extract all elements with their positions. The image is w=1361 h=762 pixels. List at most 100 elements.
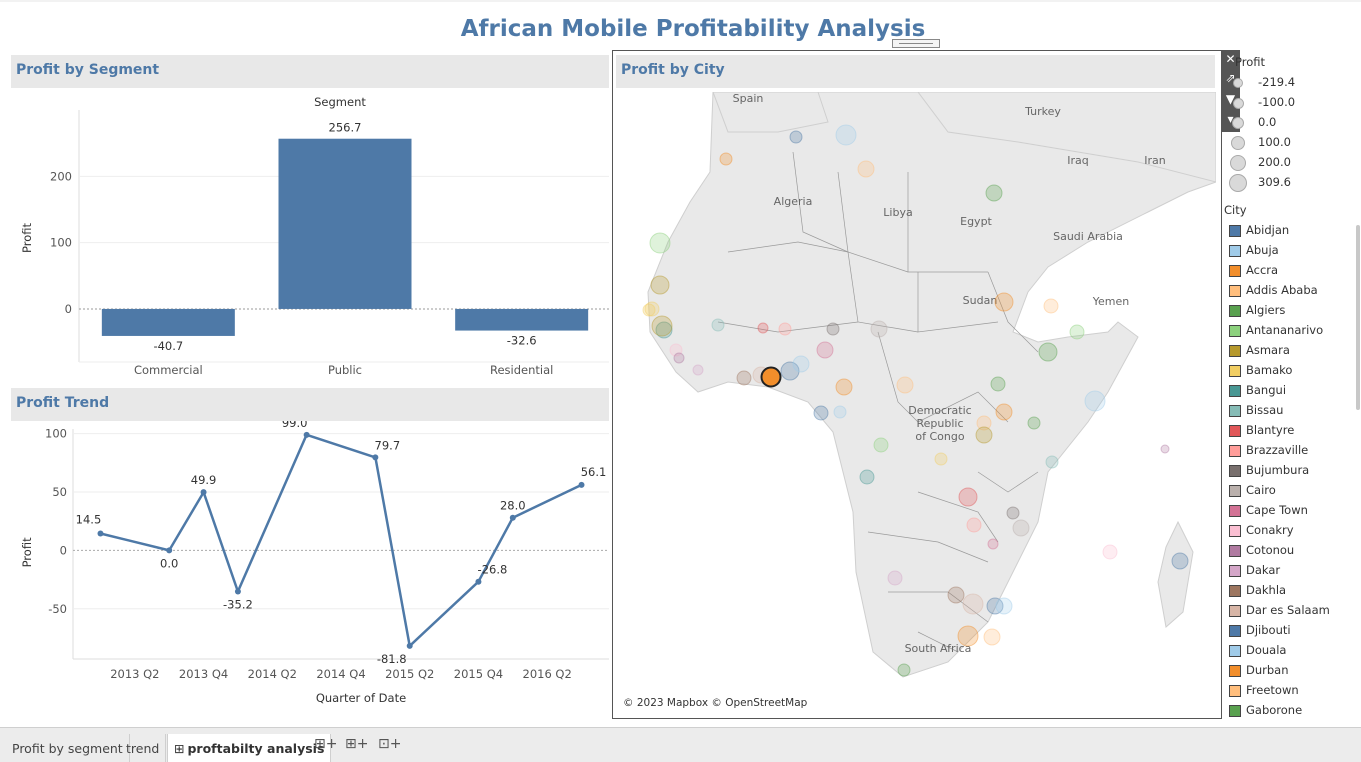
city-legend-item[interactable]: Freetown bbox=[1224, 682, 1344, 702]
city-legend-item[interactable]: Addis Ababa bbox=[1224, 282, 1344, 302]
trend-panel-header[interactable]: Profit Trend bbox=[11, 388, 609, 421]
more-options-icon[interactable]: ▾ bbox=[1227, 112, 1234, 126]
profit-size-legend-item[interactable]: 200.0 bbox=[1224, 153, 1361, 173]
drag-handle[interactable] bbox=[892, 39, 940, 48]
city-bubble bbox=[1171, 552, 1189, 570]
profit-size-legend-item[interactable]: -219.4 bbox=[1224, 73, 1361, 93]
city-legend-item[interactable]: Bamako bbox=[1224, 362, 1344, 382]
city-bubble bbox=[994, 292, 1014, 312]
city-bubble bbox=[1027, 416, 1041, 430]
trend-point bbox=[406, 642, 413, 649]
city-legend-item[interactable]: Cotonou bbox=[1224, 542, 1344, 562]
color-swatch-icon bbox=[1229, 345, 1241, 357]
city-legend-item[interactable]: Dakhla bbox=[1224, 582, 1344, 602]
country-label: South Africa bbox=[905, 642, 972, 655]
color-swatch-icon bbox=[1229, 325, 1241, 337]
city-legend-item[interactable]: Brazzaville bbox=[1224, 442, 1344, 462]
city-bubble bbox=[983, 628, 1001, 646]
tab-trend[interactable]: trend bbox=[120, 734, 167, 762]
legend-scrollbar[interactable] bbox=[1356, 225, 1360, 410]
tab-proftabilty-analysis[interactable]: ⊞ proftabilty analysis bbox=[167, 734, 332, 762]
color-swatch-icon bbox=[1229, 225, 1241, 237]
city-bubble bbox=[757, 322, 769, 334]
country-border bbox=[917, 631, 959, 653]
country-label: Saudi Arabia bbox=[1053, 230, 1123, 243]
trend-point-label: 14.5 bbox=[76, 512, 102, 526]
city-legend-item[interactable]: Conakry bbox=[1224, 522, 1344, 542]
city-bubble bbox=[966, 517, 982, 533]
trend-point-label: 0.0 bbox=[160, 556, 178, 570]
new-dashboard-icon[interactable]: ⊞+ bbox=[345, 736, 369, 752]
city-legend-label: Bamako bbox=[1246, 363, 1293, 377]
city-bubble bbox=[644, 301, 660, 317]
city-legend-item[interactable]: Bangui bbox=[1224, 382, 1344, 402]
city-legend-item[interactable]: Algiers bbox=[1224, 302, 1344, 322]
x-tick-label: 2014 Q2 bbox=[248, 667, 297, 681]
city-legend-item[interactable]: Asmara bbox=[1224, 342, 1344, 362]
city-legend-item[interactable]: Accra bbox=[1224, 262, 1344, 282]
city-legend-item[interactable]: Abuja bbox=[1224, 242, 1344, 262]
city-legend-label: Accra bbox=[1246, 263, 1279, 277]
profit-size-legend-item[interactable]: 309.6 bbox=[1224, 173, 1361, 193]
profit-size-legend-item[interactable]: -100.0 bbox=[1224, 93, 1361, 113]
city-bubble bbox=[1160, 444, 1170, 454]
new-story-icon[interactable]: ⊡+ bbox=[378, 736, 402, 752]
filter-icon[interactable]: ▼ bbox=[1225, 92, 1236, 106]
city-bubble bbox=[778, 322, 792, 336]
country-border bbox=[977, 471, 1039, 493]
africa-map[interactable]: Spain Turkey Algeria Libya Egypt Iraq Iran Saud… bbox=[618, 92, 1216, 714]
city-legend-item[interactable]: Durban bbox=[1224, 662, 1344, 682]
city-legend-label: Conakry bbox=[1246, 523, 1294, 537]
city-bubble bbox=[789, 130, 803, 144]
city-bubble bbox=[995, 597, 1013, 615]
floating-toolbar: ✕ ⇗ ▼ ▾ bbox=[1221, 50, 1240, 132]
city-bubble bbox=[736, 370, 752, 386]
tab-profit-by-segment[interactable]: Profit by segment bbox=[6, 734, 130, 762]
map-attribution[interactable]: © 2023 Mapbox © OpenStreetMap bbox=[623, 697, 808, 709]
city-bubble bbox=[792, 355, 810, 373]
city-bubble bbox=[816, 341, 834, 359]
city-legend-item[interactable]: Bissau bbox=[1224, 402, 1344, 422]
city-bubble bbox=[887, 570, 903, 586]
city-legend-item[interactable]: Gaborone bbox=[1224, 702, 1344, 722]
color-swatch-icon bbox=[1229, 485, 1241, 497]
city-legend-item[interactable]: Cape Town bbox=[1224, 502, 1344, 522]
y-axis-title: Profit bbox=[20, 537, 34, 567]
profit-size-label: 100.0 bbox=[1258, 135, 1291, 149]
profit-trend-chart[interactable]: -50 0 50 100 Profit 2013 Q2 2013 Q4 2014 Q2 2014… bbox=[11, 421, 609, 721]
city-legend-item[interactable]: Dar es Salaam bbox=[1224, 602, 1344, 622]
new-sheet-icon[interactable]: ⊞+ bbox=[314, 736, 338, 752]
profit-size-legend-item[interactable]: 0.0 bbox=[1224, 113, 1361, 133]
city-legend-item[interactable]: Cairo bbox=[1224, 482, 1344, 502]
x-axis-title: Quarter of Date bbox=[316, 691, 406, 705]
city-legend-item[interactable]: Douala bbox=[1224, 642, 1344, 662]
city-bubble bbox=[975, 426, 993, 444]
country-label: Spain bbox=[733, 92, 764, 105]
profit-by-segment-chart[interactable]: Segment 0 100 200 Profit -40.7 Commercial 256.7… bbox=[11, 90, 609, 385]
trend-point bbox=[509, 514, 516, 521]
city-legend-item[interactable]: Djibouti bbox=[1224, 622, 1344, 642]
country-border bbox=[877, 331, 919, 423]
city-legend-item[interactable]: Abidjan bbox=[1224, 222, 1344, 242]
country-label: Sudan bbox=[963, 294, 998, 307]
dashboard-tab-icon: ⊞ bbox=[174, 741, 185, 756]
city-bubble bbox=[642, 303, 656, 317]
map-canvas[interactable]: Spain Turkey Algeria Libya Egypt Iraq Iran Saud… bbox=[618, 92, 1216, 714]
city-legend-item[interactable]: Bujumbura bbox=[1224, 462, 1344, 482]
city-bubble bbox=[719, 152, 733, 166]
city-legend-item[interactable]: Blantyre bbox=[1224, 422, 1344, 442]
trend-point bbox=[475, 578, 482, 585]
size-circle-icon bbox=[1232, 97, 1244, 109]
country-label: Republic bbox=[916, 417, 963, 430]
segment-panel-header[interactable]: Profit by Segment bbox=[11, 55, 609, 88]
city-legend-item[interactable]: Dakar bbox=[1224, 562, 1344, 582]
popout-icon[interactable]: ⇗ bbox=[1225, 71, 1236, 85]
city-legend-item[interactable]: Antananarivo bbox=[1224, 322, 1344, 342]
trend-point bbox=[234, 588, 241, 595]
city-bubble bbox=[957, 625, 979, 647]
map-panel-header[interactable]: Profit by City bbox=[616, 55, 1215, 88]
y-tick-label: 0 bbox=[65, 302, 72, 316]
profit-size-legend-item[interactable]: 100.0 bbox=[1224, 133, 1361, 153]
close-icon[interactable]: ✕ bbox=[1225, 52, 1236, 66]
city-bubble bbox=[857, 160, 875, 178]
